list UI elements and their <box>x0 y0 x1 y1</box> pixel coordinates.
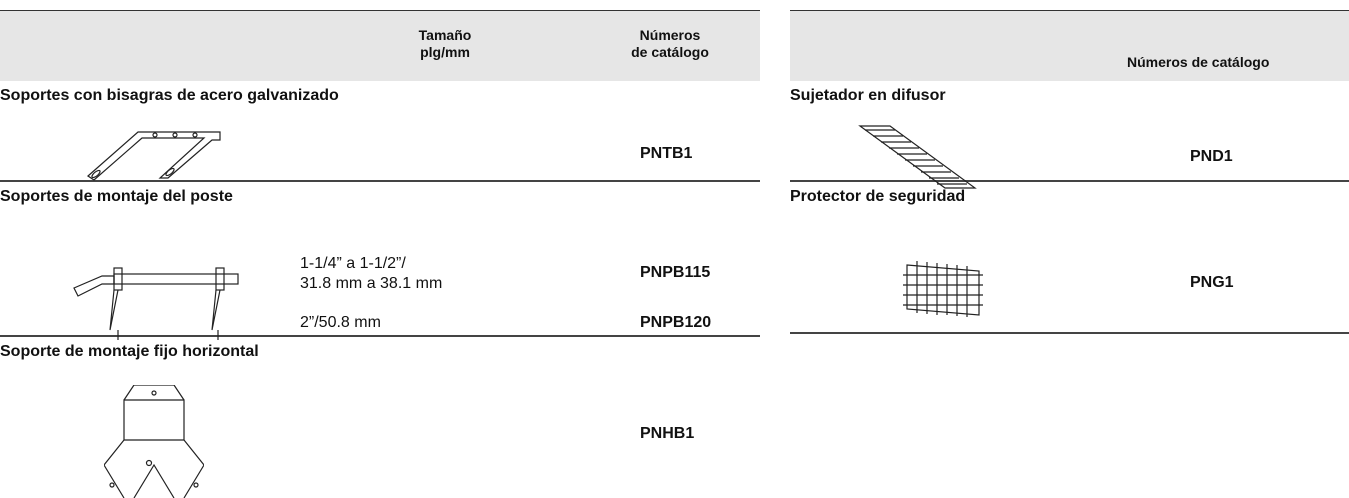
row-rule <box>0 180 760 182</box>
catalog-number: PNPB115 <box>640 264 711 281</box>
left-header-bg <box>0 10 760 81</box>
header-line: de catálogo <box>631 44 709 60</box>
catalog-number: PNG1 <box>1190 274 1234 291</box>
catalog-number: PND1 <box>1190 148 1233 165</box>
size-line: 2”/50.8 mm <box>300 314 381 331</box>
header-cell: Tamaño plg/mm <box>390 27 500 61</box>
section-title: Protector de seguridad <box>790 188 966 205</box>
row-rule <box>790 180 1349 182</box>
section-title: Soportes con bisagras de acero galvaniza… <box>0 87 339 104</box>
header-line: Tamaño <box>418 27 472 43</box>
size-line: 31.8 mm a 38.1 mm <box>300 275 443 292</box>
header-line: Números <box>639 27 701 43</box>
section-title: Soportes de montaje del poste <box>0 188 233 205</box>
row-rule <box>790 332 1349 334</box>
catalog-number: PNHB1 <box>640 425 695 442</box>
pole-bracket-drawing <box>73 267 239 340</box>
header-cell: Números de catálogo <box>610 27 730 61</box>
hinge-bracket-drawing <box>87 131 221 181</box>
catalog-number: PNTB1 <box>640 145 693 162</box>
horizontal-bracket-drawing <box>104 385 204 498</box>
section-title: Soporte de montaje fijo horizontal <box>0 343 259 360</box>
diffuser-clip-drawing <box>858 125 977 189</box>
size: 1-1/4” a 1-1/2”/ 31.8 mm a 38.1 mm <box>300 254 442 294</box>
header-cell: Números de catálogo <box>1127 54 1270 70</box>
size-line: 1-1/4” a 1-1/2”/ <box>300 255 406 272</box>
section-title: Sujetador en difusor <box>790 87 946 104</box>
catalog-number: PNPB120 <box>640 314 712 331</box>
row-rule <box>0 335 760 337</box>
header-line: plg/mm <box>420 44 470 60</box>
size: 2”/50.8 mm <box>300 313 381 333</box>
right-header-bg <box>790 10 1349 81</box>
safety-guard-drawing <box>903 261 983 317</box>
